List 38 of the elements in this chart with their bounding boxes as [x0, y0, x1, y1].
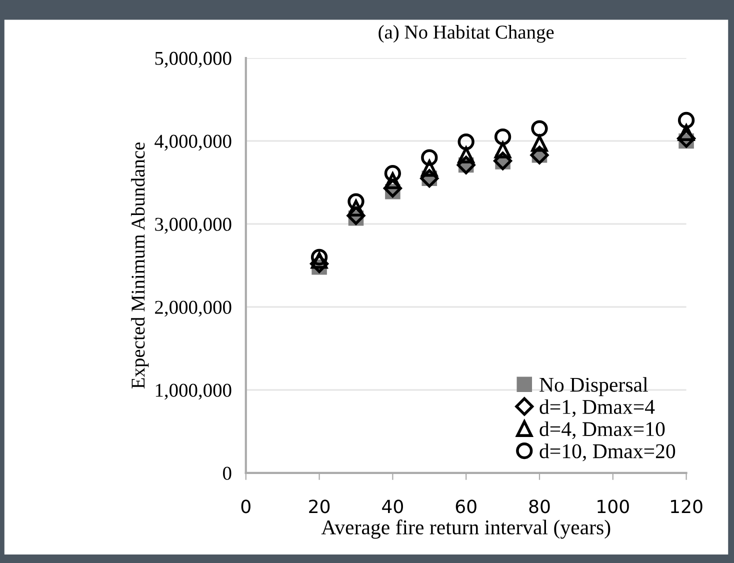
x-tick-label: 20 [309, 500, 330, 514]
x-tick-label: 80 [529, 500, 550, 514]
x-tick-label: 0 [241, 500, 250, 514]
point [678, 112, 695, 129]
y-tick-label: 4,000,000 [154, 134, 232, 151]
point [677, 129, 696, 148]
y-tick-label: 2,000,000 [155, 300, 232, 317]
point [458, 146, 474, 164]
x-tick-label: 60 [456, 500, 476, 514]
y-tick-label: 0 [223, 466, 232, 480]
legend-label: d=4, Dmax=10 [540, 421, 665, 440]
point [494, 142, 512, 158]
point [421, 160, 438, 177]
point [346, 206, 366, 225]
y-tick-label: 5,000,000 [155, 52, 232, 68]
legend-label: d=10, Dmax=20 [540, 444, 676, 462]
point [348, 193, 364, 210]
point [384, 172, 402, 190]
x-tick-label: 40 [382, 500, 403, 514]
point [531, 135, 548, 152]
point [421, 149, 438, 166]
chart-title: (a) No Habitat Change [378, 25, 554, 43]
point [348, 200, 364, 217]
point [531, 120, 548, 137]
point [310, 248, 328, 266]
point [458, 133, 474, 150]
x-axis-title: Average fire return interval (years) [321, 520, 610, 539]
legend-label: No Dispersal [540, 377, 648, 396]
y-tick-label: 1,000,000 [156, 384, 232, 400]
point [494, 128, 512, 146]
point [678, 124, 695, 142]
y-axis-title: Expected Minimum Abundance [131, 142, 149, 389]
point [384, 165, 402, 182]
legend-label: d=1, Dmax=4 [540, 399, 655, 417]
y-tick-label: 3,000,000 [155, 218, 232, 234]
x-tick-label: 100 [598, 500, 629, 514]
point [383, 179, 402, 198]
x-tick-label: 120 [671, 500, 702, 514]
